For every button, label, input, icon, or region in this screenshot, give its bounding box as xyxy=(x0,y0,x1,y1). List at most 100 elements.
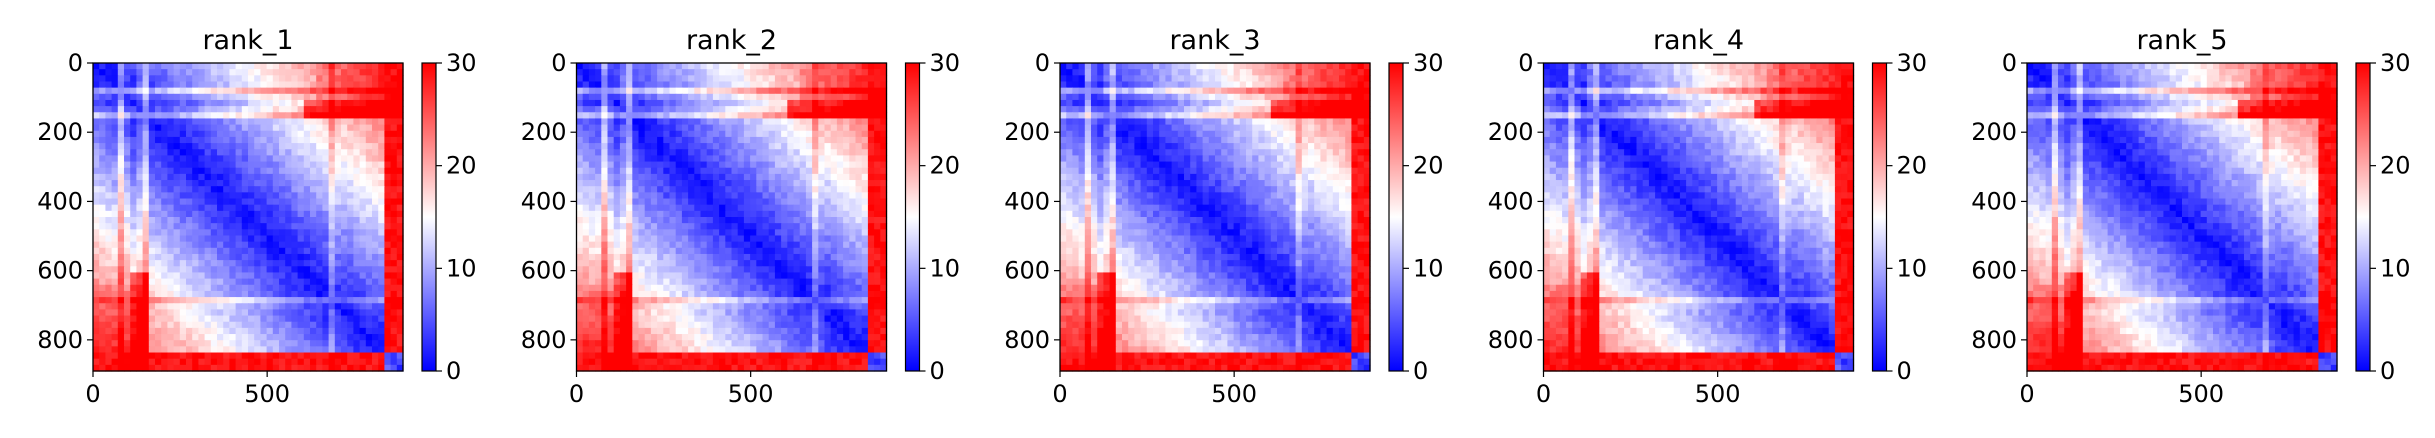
heatmap-cell xyxy=(328,309,336,317)
heatmap-cell xyxy=(688,63,695,70)
heatmap-cell xyxy=(843,87,850,95)
heatmap-cell xyxy=(167,155,175,163)
heatmap-cell xyxy=(179,340,187,347)
heatmap-cell xyxy=(279,266,286,274)
heatmap-cell xyxy=(229,340,237,347)
heatmap-cell xyxy=(210,346,218,354)
heatmap-cell xyxy=(347,143,354,150)
heatmap-cell xyxy=(750,260,757,267)
heatmap-cell xyxy=(774,340,782,347)
heatmap-cell xyxy=(774,247,782,255)
heatmap-cell xyxy=(688,253,695,261)
heatmap-cell xyxy=(303,352,311,360)
heatmap-cell xyxy=(192,229,199,237)
heatmap-cell xyxy=(588,309,596,317)
heatmap-cell xyxy=(260,352,268,360)
heatmap-cell xyxy=(657,266,664,274)
heatmap-cell xyxy=(750,235,757,243)
heatmap-cell xyxy=(303,340,311,347)
heatmap-cell xyxy=(173,278,181,286)
heatmap-cell xyxy=(638,309,646,317)
heatmap-cell xyxy=(688,358,695,366)
heatmap-cell xyxy=(762,192,770,200)
heatmap-cell xyxy=(700,63,708,70)
heatmap-cell xyxy=(582,297,590,304)
heatmap-cell xyxy=(223,106,230,113)
heatmap-cell xyxy=(223,334,230,341)
heatmap-cell xyxy=(688,352,695,360)
heatmap-cell xyxy=(768,247,776,255)
heatmap-cell xyxy=(341,173,348,181)
heatmap-cell xyxy=(824,173,832,181)
heatmap-cell xyxy=(830,266,838,274)
heatmap-cell xyxy=(235,247,243,255)
heatmap-cell xyxy=(830,87,838,95)
heatmap-cell xyxy=(347,260,354,267)
heatmap-cell xyxy=(774,167,782,175)
heatmap-cell xyxy=(161,253,168,261)
heatmap-cell xyxy=(179,303,187,310)
heatmap-cell xyxy=(322,241,330,249)
heatmap-cell xyxy=(396,278,404,286)
heatmap-cell xyxy=(266,253,274,261)
heatmap-cell xyxy=(210,69,218,76)
heatmap-cell xyxy=(310,173,317,181)
heatmap-cell xyxy=(824,112,832,120)
heatmap-cell xyxy=(186,247,193,255)
heatmap-cell xyxy=(204,309,212,317)
heatmap-cell xyxy=(328,284,336,292)
heatmap-cell xyxy=(148,210,156,218)
heatmap-cell xyxy=(681,346,689,354)
heatmap-cell xyxy=(279,198,286,206)
heatmap-cell xyxy=(607,315,615,323)
heatmap-cell xyxy=(192,327,199,335)
heatmap-cell xyxy=(260,284,268,292)
heatmap-cell xyxy=(266,112,274,120)
heatmap-cell xyxy=(105,143,113,150)
heatmap-cell xyxy=(750,87,757,95)
heatmap-cell xyxy=(303,143,311,150)
heatmap-cell xyxy=(675,235,683,243)
heatmap-cell xyxy=(675,247,683,255)
heatmap-cell xyxy=(359,290,367,298)
heatmap-cell xyxy=(130,167,137,175)
heatmap-cell xyxy=(694,198,702,206)
heatmap-cell xyxy=(198,260,206,267)
heatmap-cell xyxy=(272,124,280,132)
heatmap-cell xyxy=(818,180,826,187)
heatmap-cell xyxy=(148,315,156,323)
heatmap-cell xyxy=(805,229,813,237)
heatmap-cell xyxy=(322,334,330,341)
heatmap-cell xyxy=(756,223,764,230)
heatmap-cell xyxy=(167,130,175,138)
heatmap-cell xyxy=(365,81,373,89)
heatmap-cell xyxy=(353,124,361,132)
heatmap-cell xyxy=(861,192,869,200)
heatmap-cell xyxy=(737,118,745,126)
heatmap-cell xyxy=(266,63,274,70)
heatmap-cell xyxy=(644,167,652,175)
heatmap-cell xyxy=(353,99,361,107)
heatmap-cell xyxy=(756,69,764,76)
heatmap-cell xyxy=(843,303,850,310)
heatmap-cell xyxy=(601,112,609,120)
heatmap-cell xyxy=(588,186,596,193)
heatmap-cell xyxy=(688,136,695,144)
heatmap-cell xyxy=(867,346,875,354)
heatmap-cell xyxy=(830,247,838,255)
heatmap-cell xyxy=(396,173,404,181)
heatmap-cell xyxy=(712,235,720,243)
heatmap-cell xyxy=(179,253,187,261)
heatmap-cell xyxy=(855,260,863,267)
heatmap-cell xyxy=(396,327,404,335)
heatmap-cell xyxy=(303,192,311,200)
heatmap-cell xyxy=(396,315,404,323)
heatmap-cell xyxy=(384,217,392,224)
heatmap-cell xyxy=(855,210,863,218)
heatmap-cell xyxy=(310,118,317,126)
heatmap-cell xyxy=(812,266,819,274)
heatmap-cell xyxy=(632,136,640,144)
heatmap-cell xyxy=(365,229,373,237)
heatmap-cell xyxy=(353,112,361,120)
heatmap-cell xyxy=(279,69,286,76)
